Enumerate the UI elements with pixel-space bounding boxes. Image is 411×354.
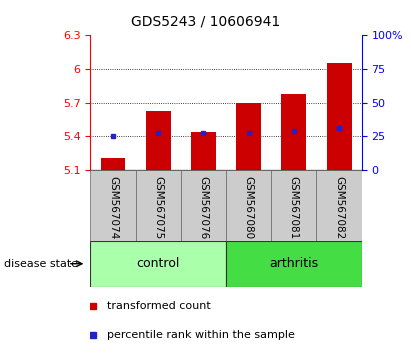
Bar — [327, 63, 351, 170]
Text: GSM567080: GSM567080 — [244, 176, 254, 239]
Bar — [226, 241, 362, 287]
Bar — [226, 170, 271, 241]
Bar — [271, 170, 316, 241]
Bar — [136, 170, 181, 241]
Bar — [90, 241, 226, 287]
Bar — [236, 103, 261, 170]
Text: GSM567074: GSM567074 — [108, 176, 118, 239]
Text: GSM567081: GSM567081 — [289, 176, 299, 239]
Bar — [90, 170, 136, 241]
Bar — [181, 170, 226, 241]
Text: percentile rank within the sample: percentile rank within the sample — [107, 330, 295, 340]
Text: GSM567082: GSM567082 — [334, 176, 344, 239]
Bar — [316, 170, 362, 241]
Text: arthritis: arthritis — [269, 257, 319, 270]
Bar — [191, 132, 216, 170]
Text: control: control — [136, 257, 180, 270]
Text: transformed count: transformed count — [107, 301, 210, 310]
Text: GSM567076: GSM567076 — [199, 176, 208, 239]
Bar — [146, 110, 171, 170]
Bar — [101, 158, 125, 170]
Bar — [282, 94, 306, 170]
Text: disease state: disease state — [4, 259, 78, 269]
Text: GDS5243 / 10606941: GDS5243 / 10606941 — [131, 14, 280, 28]
Text: GSM567075: GSM567075 — [153, 176, 163, 239]
